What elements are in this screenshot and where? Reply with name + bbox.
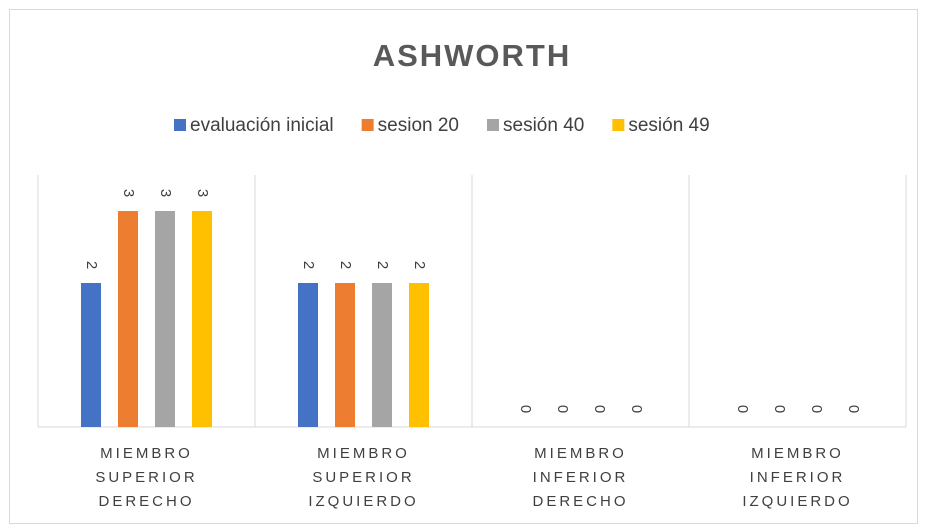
data-label: 2 xyxy=(337,261,354,269)
bar xyxy=(192,211,212,427)
data-label: 2 xyxy=(374,261,391,269)
legend-swatch xyxy=(612,119,625,131)
x-tick-label: MIEMBRO INFERIOR DERECHO xyxy=(532,445,629,510)
x-tick-label: MIEMBRO SUPERIOR IZQUIERDO xyxy=(308,445,419,510)
legend-swatch xyxy=(361,119,374,131)
legend-swatch xyxy=(487,119,499,131)
bar xyxy=(298,283,318,427)
data-label: 0 xyxy=(808,405,825,413)
data-label: 2 xyxy=(411,261,428,269)
bar xyxy=(118,211,138,427)
data-label: 0 xyxy=(591,405,608,413)
data-label: 2 xyxy=(300,261,317,269)
legend-label: sesión 49 xyxy=(628,115,709,136)
data-label: 0 xyxy=(628,405,645,413)
data-label: 0 xyxy=(734,405,751,413)
chart-title: ASHWORTH xyxy=(373,38,572,73)
data-label: 0 xyxy=(771,405,788,413)
x-tick-label: MIEMBRO INFERIOR IZQUIERDO xyxy=(742,445,853,510)
legend-label: evaluación inicial xyxy=(190,115,334,136)
data-label: 3 xyxy=(157,189,174,197)
legend-swatch xyxy=(174,119,186,131)
data-label: 2 xyxy=(83,261,100,269)
x-tick-label: MIEMBRO SUPERIOR DERECHO xyxy=(95,445,198,510)
data-label: 0 xyxy=(554,405,571,413)
data-label: 0 xyxy=(517,405,534,413)
bar xyxy=(372,283,392,427)
bar xyxy=(335,283,355,427)
legend-label: sesion 20 xyxy=(378,115,459,136)
data-label: 0 xyxy=(845,405,862,413)
data-label: 3 xyxy=(194,189,211,197)
bar xyxy=(81,283,101,427)
data-label: 3 xyxy=(120,189,137,197)
legend-label: sesión 40 xyxy=(503,115,584,136)
bar xyxy=(155,211,175,427)
bar xyxy=(409,283,429,427)
